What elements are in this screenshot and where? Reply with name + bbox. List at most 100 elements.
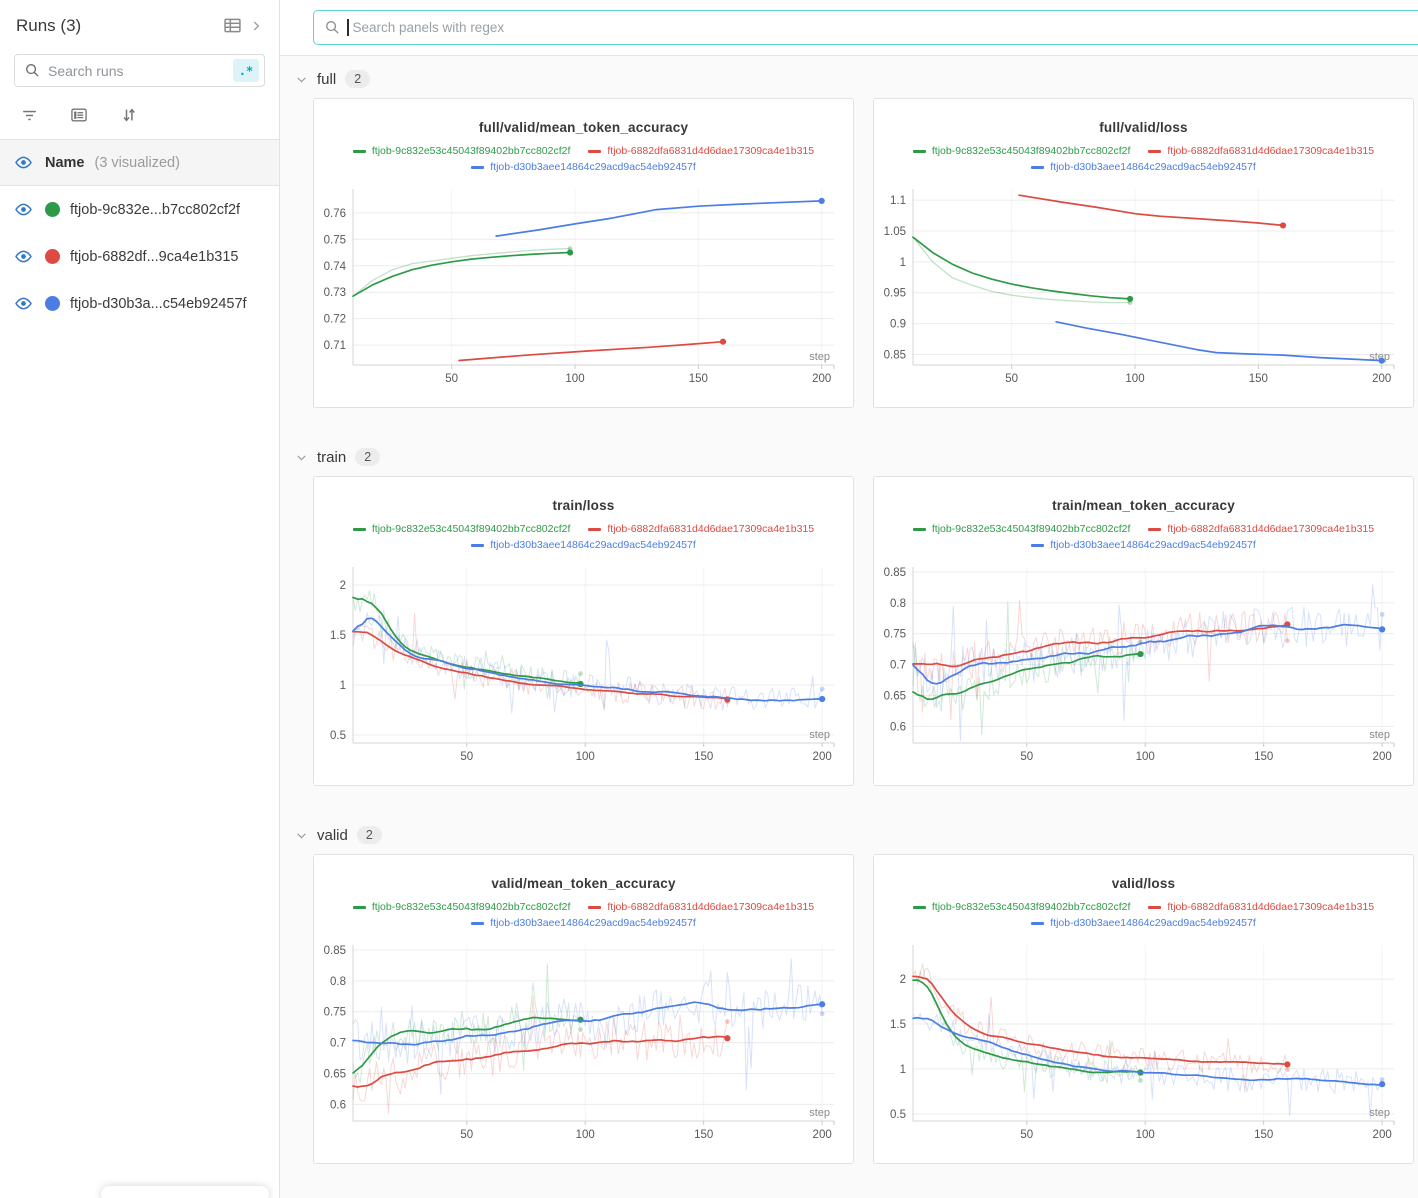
legend-item[interactable]: ftjob-9c832e53c45043f89402bb7cc802cf2f — [352, 522, 570, 537]
legend-run-name: ftjob-d30b3aee14864c29acd9ac54eb92457f — [490, 539, 696, 551]
section-count-badge: 2 — [356, 826, 382, 844]
toggle-all-visibility-button[interactable] — [12, 151, 35, 174]
svg-text:0.75: 0.75 — [884, 629, 906, 641]
eye-icon — [15, 297, 32, 310]
runs-search-box[interactable]: .* — [14, 54, 265, 87]
chart-panel[interactable]: valid/mean_token_accuracy ftjob-9c832e53c… — [313, 854, 854, 1164]
visualized-count: (3 visualized) — [94, 154, 180, 171]
section-name: full — [317, 70, 337, 88]
panels-main: full 2 full/valid/mean_token_accuracyftj… — [280, 0, 1418, 1198]
svg-text:0.7: 0.7 — [890, 660, 906, 672]
svg-text:0.95: 0.95 — [884, 288, 906, 300]
legend-item[interactable]: ftjob-9c832e53c45043f89402bb7cc802cf2f — [912, 900, 1130, 915]
svg-text:2: 2 — [900, 974, 906, 986]
chart-legend: ftjob-9c832e53c45043f89402bb7cc802cf2f ft… — [883, 144, 1404, 175]
chart-canvas: 50 100 150 200 0.6 0.65 0.7 0.75 0.8 0.85 step — [324, 945, 835, 1141]
svg-text:200: 200 — [812, 373, 831, 385]
svg-text:50: 50 — [460, 1129, 473, 1141]
legend-item[interactable]: ftjob-6882dfa6831d4d6dae17309ca4e1b315 — [1148, 900, 1374, 915]
svg-text:step: step — [1369, 729, 1390, 741]
chevron-down-icon — [297, 832, 306, 839]
legend-item[interactable]: ftjob-6882dfa6831d4d6dae17309ca4e1b315 — [1148, 144, 1374, 159]
svg-text:0.75: 0.75 — [324, 1007, 346, 1019]
legend-item[interactable]: ftjob-6882dfa6831d4d6dae17309ca4e1b315 — [1148, 522, 1374, 537]
legend-item[interactable]: ftjob-9c832e53c45043f89402bb7cc802cf2f — [352, 900, 570, 915]
legend-color-dash — [1031, 922, 1045, 925]
collapse-sidebar-button[interactable] — [247, 17, 265, 35]
legend-color-dash — [352, 150, 366, 153]
section-header-full[interactable]: full 2 — [295, 70, 1418, 88]
run-row[interactable]: ftjob-9c832e...b7cc802cf2f — [0, 186, 279, 233]
svg-text:0.72: 0.72 — [324, 314, 346, 326]
list-settings-icon — [71, 108, 87, 122]
section-count-badge: 2 — [345, 70, 371, 88]
run-visibility-toggle[interactable] — [12, 245, 35, 268]
filter-button[interactable] — [18, 104, 41, 127]
regex-toggle-button[interactable]: .* — [233, 59, 259, 82]
table-view-button[interactable] — [220, 13, 245, 38]
run-visibility-toggle[interactable] — [12, 198, 35, 221]
chart-title: full/valid/loss — [1099, 120, 1188, 135]
svg-text:2: 2 — [340, 580, 346, 592]
section-header-valid[interactable]: valid 2 — [295, 826, 1418, 844]
svg-text:100: 100 — [576, 1129, 595, 1141]
svg-text:0.5: 0.5 — [890, 1109, 906, 1121]
svg-text:50: 50 — [1005, 373, 1018, 385]
svg-text:200: 200 — [813, 1129, 832, 1141]
run-visibility-toggle[interactable] — [12, 292, 35, 315]
run-name: ftjob-6882df...9ca4e1b315 — [70, 248, 239, 265]
chart-panel[interactable]: full/valid/loss ftjob-9c832e53c45043f8940… — [873, 98, 1414, 408]
svg-text:0.73: 0.73 — [324, 287, 346, 299]
legend-run-name: ftjob-9c832e53c45043f89402bb7cc802cf2f — [931, 145, 1131, 157]
chart-title: train/loss — [552, 498, 615, 513]
eye-icon — [15, 156, 32, 169]
svg-text:0.74: 0.74 — [324, 261, 347, 273]
legend-color-dash — [1148, 150, 1162, 153]
svg-text:0.9: 0.9 — [890, 319, 906, 331]
legend-item[interactable]: ftjob-d30b3aee14864c29acd9ac54eb92457f — [1031, 916, 1256, 931]
legend-item[interactable]: ftjob-6882dfa6831d4d6dae17309ca4e1b315 — [588, 522, 814, 537]
sort-button[interactable] — [117, 103, 141, 127]
run-color-dot — [45, 296, 60, 311]
legend-item[interactable]: ftjob-9c832e53c45043f89402bb7cc802cf2f — [352, 144, 570, 159]
svg-text:100: 100 — [565, 373, 584, 385]
chart-panel[interactable]: full/valid/mean_token_accuracy ftjob-9c83… — [313, 98, 854, 408]
columns-settings-button[interactable] — [67, 103, 91, 127]
legend-item[interactable]: ftjob-d30b3aee14864c29acd9ac54eb92457f — [1031, 160, 1256, 175]
legend-item[interactable]: ftjob-9c832e53c45043f89402bb7cc802cf2f — [912, 522, 1130, 537]
runs-search-input[interactable] — [48, 62, 226, 79]
svg-text:200: 200 — [1373, 1129, 1392, 1141]
chart-panel[interactable]: train/loss ftjob-9c832e53c45043f89402bb7c… — [313, 476, 854, 786]
svg-text:1: 1 — [900, 1064, 906, 1076]
legend-item[interactable]: ftjob-d30b3aee14864c29acd9ac54eb92457f — [471, 916, 696, 931]
svg-text:0.5: 0.5 — [330, 730, 346, 742]
legend-item[interactable]: ftjob-6882dfa6831d4d6dae17309ca4e1b315 — [588, 900, 814, 915]
text-caret — [347, 19, 349, 36]
section-train: train 2 train/loss ftjob-9c832e53c45043f8… — [280, 448, 1418, 786]
chart-panel[interactable]: valid/loss ftjob-9c832e53c45043f89402bb7c… — [873, 854, 1414, 1164]
legend-color-dash — [912, 150, 926, 153]
run-row[interactable]: ftjob-6882df...9ca4e1b315 — [0, 233, 279, 280]
section-header-train[interactable]: train 2 — [295, 448, 1418, 466]
panel-search-box[interactable] — [313, 10, 1418, 45]
legend-item[interactable]: ftjob-6882dfa6831d4d6dae17309ca4e1b315 — [588, 144, 814, 159]
legend-color-dash — [471, 922, 485, 925]
legend-item[interactable]: ftjob-d30b3aee14864c29acd9ac54eb92457f — [471, 538, 696, 553]
chart-panel[interactable]: train/mean_token_accuracy ftjob-9c832e53c… — [873, 476, 1414, 786]
run-name: ftjob-d30b3a...c54eb92457f — [70, 295, 247, 312]
svg-text:0.75: 0.75 — [324, 234, 346, 246]
legend-item[interactable]: ftjob-d30b3aee14864c29acd9ac54eb92457f — [1031, 538, 1256, 553]
panel-search-input[interactable] — [352, 20, 1410, 35]
legend-item[interactable]: ftjob-d30b3aee14864c29acd9ac54eb92457f — [471, 160, 696, 175]
chevron-right-icon — [253, 20, 260, 31]
filter-icon — [23, 110, 36, 120]
legend-item[interactable]: ftjob-9c832e53c45043f89402bb7cc802cf2f — [912, 144, 1131, 159]
name-column-header: Name — [45, 154, 85, 171]
bottom-popup-card[interactable] — [101, 1186, 269, 1198]
svg-text:0.65: 0.65 — [884, 690, 906, 702]
run-row[interactable]: ftjob-d30b3a...c54eb92457f — [0, 280, 279, 327]
legend-run-name: ftjob-d30b3aee14864c29acd9ac54eb92457f — [1050, 539, 1256, 551]
legend-run-name: ftjob-d30b3aee14864c29acd9ac54eb92457f — [490, 917, 696, 929]
